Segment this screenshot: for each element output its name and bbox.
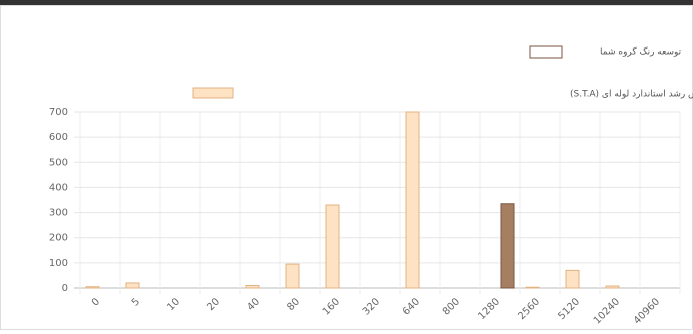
y-tick-label: 500 bbox=[49, 157, 68, 168]
x-tick-label: 160 bbox=[321, 296, 342, 317]
y-tick-label: 0 bbox=[62, 283, 68, 294]
y-tick-label: 300 bbox=[49, 208, 68, 219]
y-tick-label: 600 bbox=[49, 132, 68, 143]
y-tick-label: 100 bbox=[49, 258, 68, 269]
x-tick-label: 40 bbox=[245, 296, 262, 313]
bar bbox=[245, 284, 260, 289]
x-tick-label: 1280 bbox=[476, 296, 502, 322]
top-bar bbox=[0, 0, 693, 5]
bar bbox=[125, 282, 140, 289]
legend-label: نتایج نمونه مجهول ایمونوسرولوژیک برای آز… bbox=[570, 88, 693, 100]
legend-swatch bbox=[529, 45, 563, 59]
bar bbox=[405, 111, 420, 289]
y-tick-label: 700 bbox=[49, 107, 68, 118]
y-tick-label: 200 bbox=[49, 233, 68, 244]
x-tick-label: 80 bbox=[285, 296, 302, 313]
x-tick-label: 40960 bbox=[632, 296, 662, 326]
x-tick-label: 10 bbox=[165, 296, 182, 313]
legend-label: توسعه رنگ گروه شما bbox=[600, 46, 682, 58]
legend-swatch bbox=[192, 87, 234, 99]
bar bbox=[565, 269, 580, 289]
bar bbox=[525, 286, 540, 289]
x-tick-label: 20 bbox=[205, 296, 222, 313]
x-tick-label: 2560 bbox=[516, 296, 542, 322]
x-tick-label: 5 bbox=[130, 296, 142, 308]
bar bbox=[285, 263, 300, 289]
y-tick-label: 400 bbox=[49, 182, 68, 193]
x-tick-label: 10240 bbox=[592, 296, 622, 326]
x-tick-label: 800 bbox=[441, 296, 462, 317]
x-tick-label: 640 bbox=[401, 296, 422, 317]
frame bbox=[0, 5, 693, 330]
bar bbox=[85, 286, 100, 289]
bar bbox=[500, 203, 515, 289]
x-tick-label: 5120 bbox=[556, 296, 582, 322]
bar bbox=[325, 204, 340, 289]
bar bbox=[605, 285, 620, 289]
x-tick-label: 0 bbox=[90, 296, 102, 308]
x-tick-label: 320 bbox=[361, 296, 382, 317]
